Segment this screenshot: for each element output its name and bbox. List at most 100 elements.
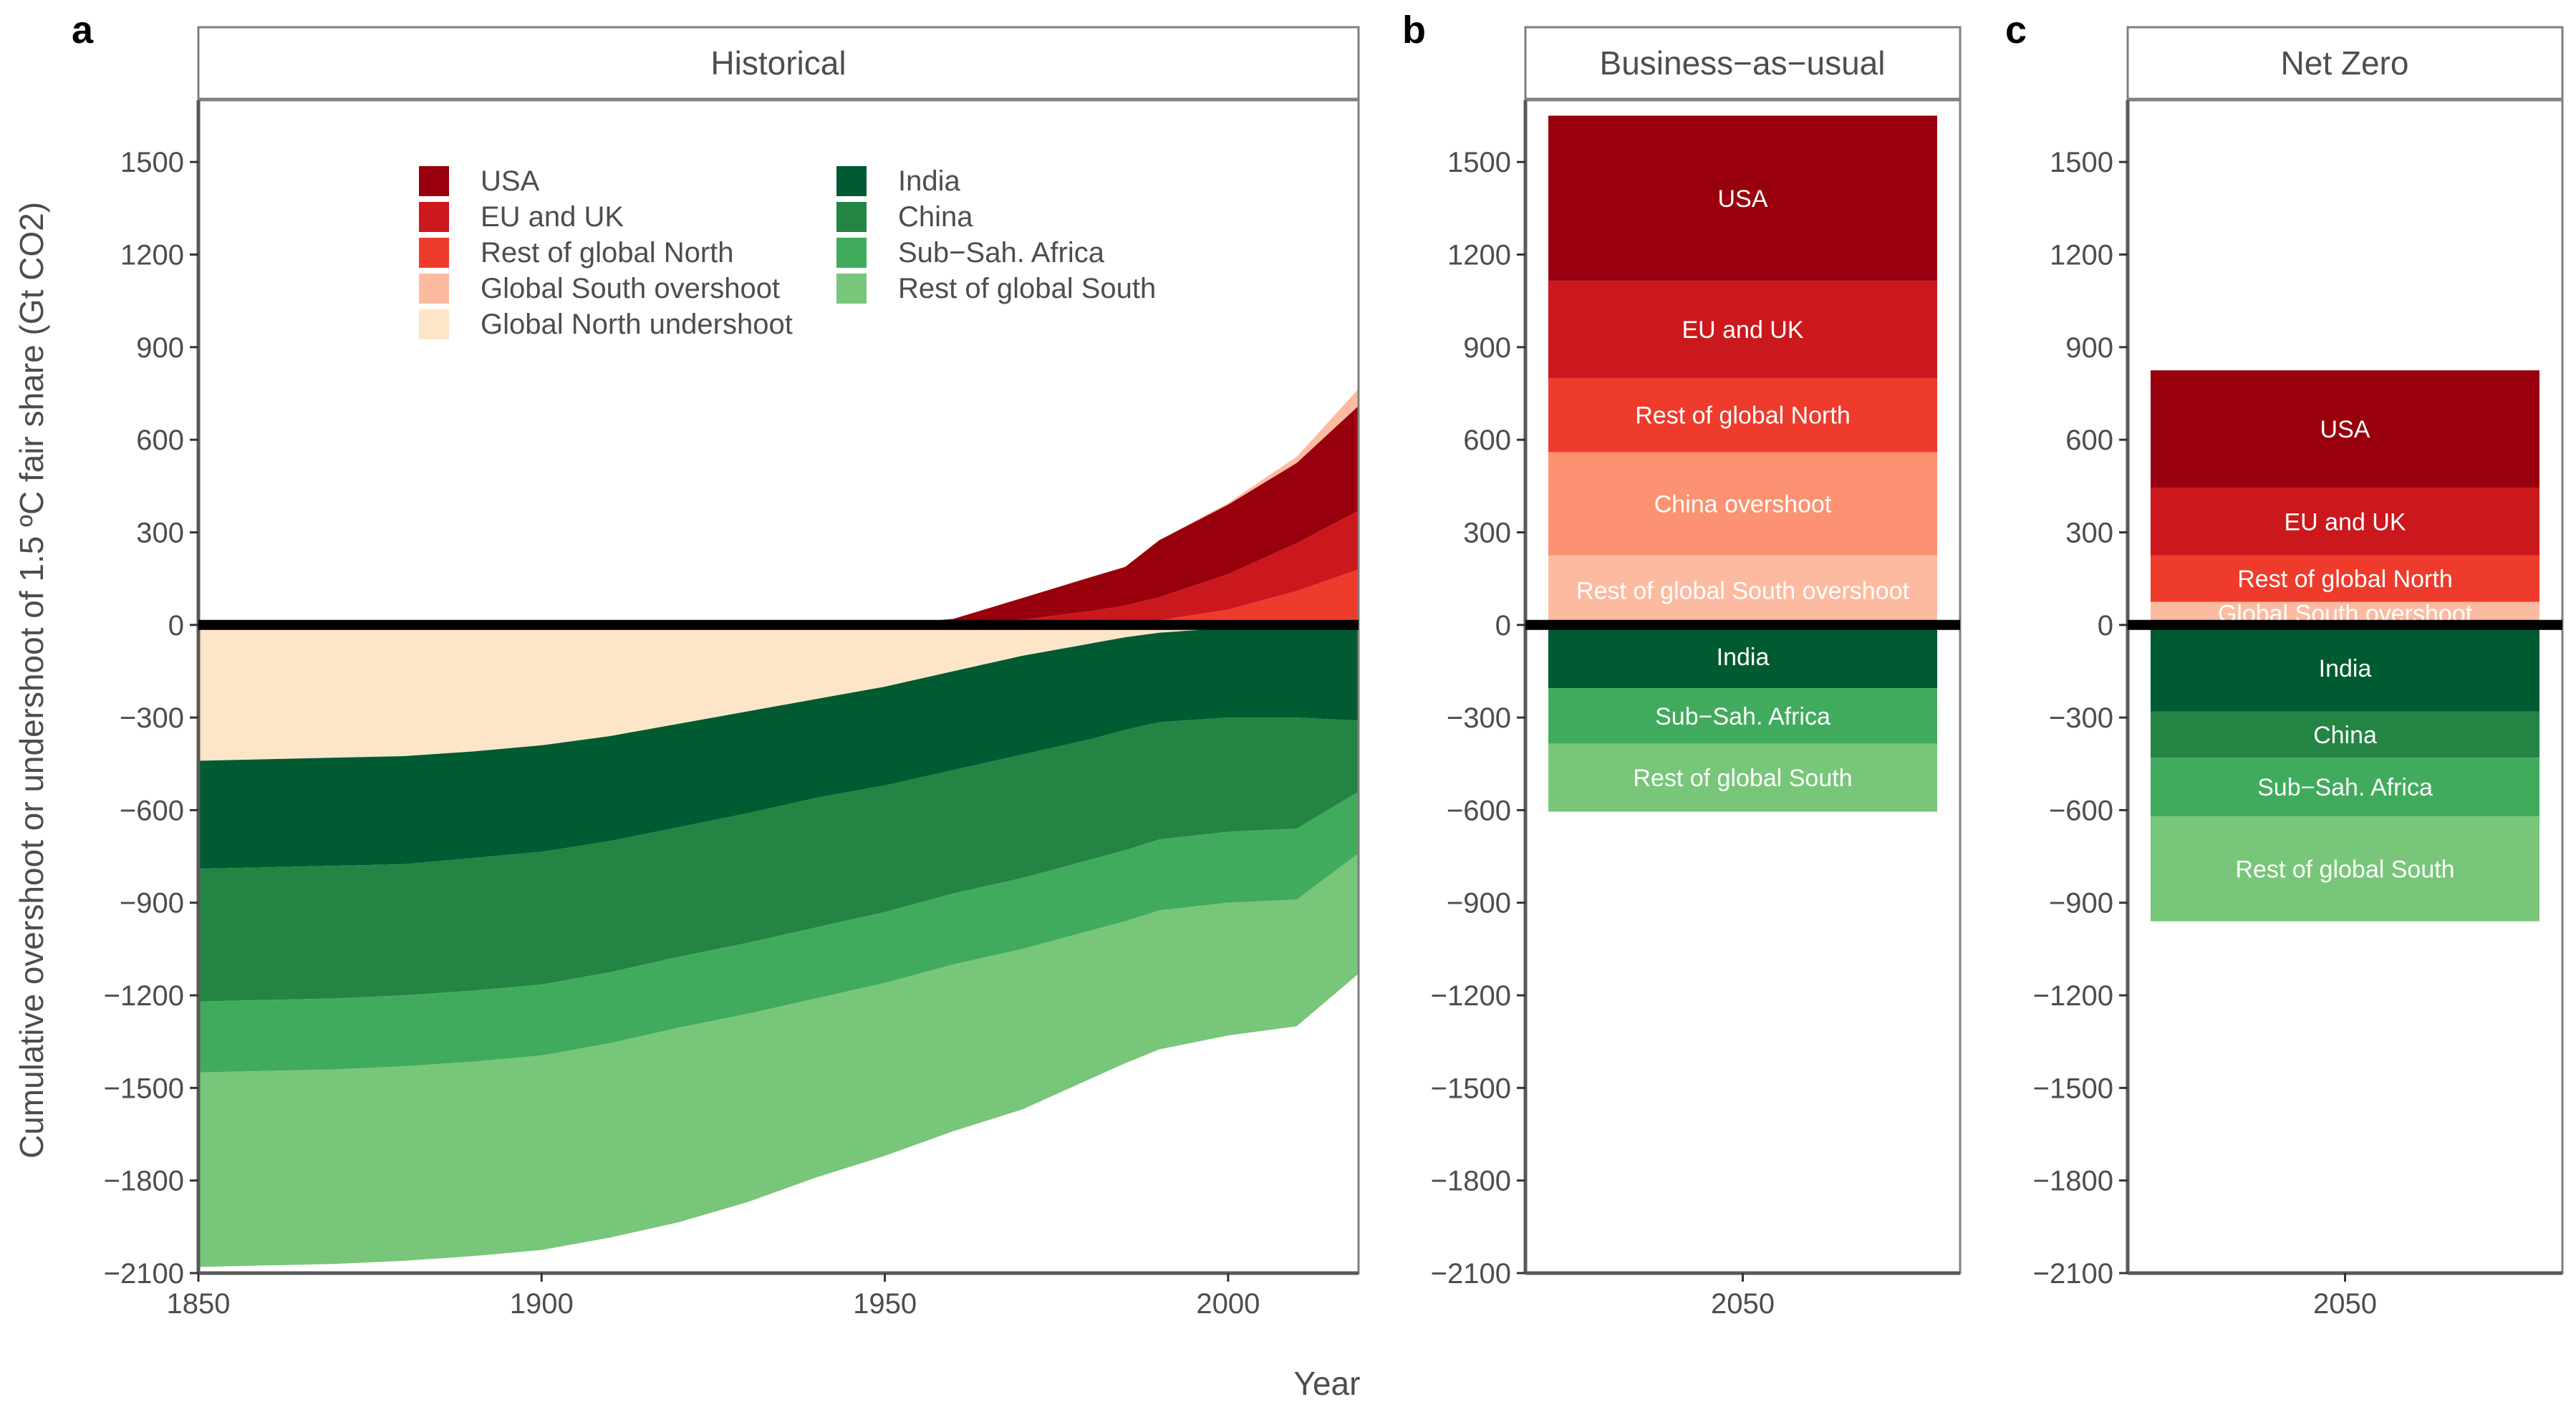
panel-b-bar-india: [1548, 624, 1937, 689]
panel-b-y-tick-label: −1500: [1431, 1073, 1511, 1104]
panel-a-y-tick-label: 1500: [120, 147, 184, 178]
panel-b-bar-label-rest-of-global-south: Rest of global South: [1633, 765, 1852, 792]
panel-b-y-tick-label: 900: [1463, 332, 1511, 364]
area-china: [198, 717, 1359, 1002]
panel-c-y-tick-label: −900: [2049, 888, 2113, 919]
panel-b-bar-label-china-overshoot: China overshoot: [1654, 491, 1832, 518]
legend-swatch-rest-of-global-south: [836, 274, 867, 304]
panel-a-y-tick-label: 900: [136, 332, 184, 364]
panel-a-y-tick-label: 600: [136, 425, 184, 456]
panel-b-plot: Rest of global South overshoot China over…: [1431, 99, 1962, 1320]
panel-c-y-tick-label: −600: [2049, 795, 2113, 826]
panel-c-bar-rest-of-global-north: [2151, 555, 2539, 602]
panel-a-x-tick-label: 1950: [853, 1288, 917, 1320]
legend-label-global-north-undershoot: Global North undershoot: [481, 309, 793, 340]
panel-tag-a: a: [72, 9, 94, 52]
panel-c-bar-label-usa: USA: [2320, 416, 2370, 443]
panel-b-bar-eu-and-uk: [1548, 281, 1937, 378]
panel-tag-b: b: [1402, 9, 1426, 52]
panel-c-y-tick-label: −2100: [2033, 1258, 2113, 1290]
panel-c-y-tick-label: −1500: [2033, 1073, 2113, 1104]
panel-c-y-tick-label: 600: [2065, 425, 2113, 456]
panel-c-y-tick-label: −300: [2049, 702, 2113, 734]
panel-b-y-tick-label: −1200: [1431, 980, 1511, 1012]
area-rest-of-global-south: [198, 853, 1359, 1267]
panel-b-bar-label-rest-of-global-north: Rest of global North: [1635, 402, 1851, 430]
panel-c-y-tick-label: 1500: [2050, 147, 2113, 178]
panel-a-y-tick-label: −1500: [104, 1073, 184, 1104]
panel-c-title: Net Zero: [2281, 44, 2409, 82]
panel-a-y-tick-label: 0: [168, 610, 184, 642]
legend-swatch-india: [836, 166, 867, 196]
panel-b-bar-rest-of-global-south-overshoot: [1548, 555, 1937, 625]
panel-c-y-tick-label: −1200: [2033, 980, 2113, 1012]
x-axis-title: Year: [1294, 1365, 1361, 1402]
panel-b-y-tick-label: 600: [1463, 425, 1511, 456]
panel-b-x-tick-label: 2050: [1711, 1288, 1775, 1320]
panel-c-bar-sub-sah-africa: [2151, 758, 2539, 817]
panel-a-x-tick-label: 1900: [510, 1288, 574, 1320]
panel-c-bar-label-india: India: [2319, 655, 2372, 682]
panel-a-x-tick-label: 1850: [167, 1288, 231, 1320]
panel-a-title: Historical: [710, 44, 846, 82]
legend-label-sub-sah-africa: Sub−Sah. Africa: [898, 237, 1105, 269]
panel-c-bar-label-china: China: [2313, 722, 2377, 749]
panel-a-y-tick-label: 1200: [120, 240, 184, 271]
legend-label-china: China: [898, 201, 973, 233]
panel-c-bar-label-eu-and-uk: EU and UK: [2284, 508, 2406, 536]
y-axis-title: Cumulative overshoot or undershoot of 1.…: [13, 202, 50, 1159]
panel-c-bar-rest-of-global-south: [2151, 816, 2539, 922]
panel-b-y-tick-label: 1200: [1447, 240, 1511, 271]
legend-swatch-sub-sah-africa: [836, 238, 867, 268]
panel-b-y-tick-label: 0: [1495, 610, 1511, 642]
panel-b-bar-label-eu-and-uk: EU and UK: [1682, 316, 1803, 344]
panel-c-bar-china: [2151, 711, 2539, 758]
panel-b-strip: Business−as−usual: [1524, 26, 1962, 100]
panel-b-bar-china-overshoot: [1548, 452, 1937, 556]
area-india: [198, 624, 1359, 869]
panel-a-y-tick-label: −1800: [104, 1166, 184, 1197]
panel-b-bar-label-usa: USA: [1718, 185, 1768, 213]
panel-b-y-tick-label: 1500: [1447, 147, 1511, 178]
panel-b-bar-rest-of-global-north: [1548, 377, 1937, 453]
panel-b-bar-label-rest-of-global-south-overshoot: Rest of global South overshoot: [1576, 577, 1910, 604]
panel-c-bar-india: [2151, 624, 2539, 712]
legend-label-eu-and-uk: EU and UK: [481, 201, 624, 233]
panel-a-plot: 1500 1200 900 600 300 0 −300 −600 −900 −1200 −1500…: [104, 99, 1360, 1320]
legend-swatch-global-south-overshoot: [419, 274, 449, 304]
panel-c-bar-eu-and-uk: [2151, 487, 2539, 556]
panel-b-bar-label-sub-sah-africa: Sub−Sah. Africa: [1655, 703, 1830, 730]
legend-swatch-global-north-undershoot: [419, 309, 449, 339]
panel-b-y-tick-label: −300: [1447, 702, 1511, 734]
panel-b-title: Business−as−usual: [1600, 44, 1886, 82]
panel-c-y-tick-label: 300: [2065, 517, 2113, 548]
area-sub-sah-africa: [198, 791, 1359, 1073]
panel-a-y-tick-label: −1200: [104, 980, 184, 1012]
panel-b-bar-label-india: India: [1717, 644, 1770, 671]
panel-b-bar-sub-sah-africa: [1548, 688, 1937, 744]
panel-c-bar-label-sub-sah-africa: Sub−Sah. Africa: [2257, 774, 2433, 801]
panel-a-y-tick-label: −900: [120, 888, 184, 919]
legend-label-global-south-overshoot: Global South overshoot: [481, 273, 780, 304]
legend-swatch-rest-of-global-north: [419, 238, 449, 268]
panel-c-x-tick-label: 2050: [2313, 1288, 2377, 1320]
panel-b-y-tick-label: −900: [1447, 888, 1511, 919]
panel-a-x-tick-label: 2000: [1196, 1288, 1260, 1320]
panel-c-bar-usa: [2151, 370, 2539, 488]
panel-a-strip: Historical: [197, 26, 1360, 100]
legend-swatch-usa: [419, 166, 449, 196]
panel-b-bar-usa: [1548, 115, 1937, 281]
panel-c-bar-label-rest-of-global-south: Rest of global South: [2235, 856, 2454, 883]
panel-c-y-tick-label: 0: [2098, 610, 2113, 642]
legend-label-india: India: [898, 165, 960, 197]
legend-label-rest-of-global-south: Rest of global South: [898, 273, 1156, 304]
legend-swatch-eu-and-uk: [419, 202, 449, 232]
panel-c-y-tick-label: −1800: [2033, 1166, 2113, 1197]
panel-a-y-tick-label: −300: [120, 702, 184, 734]
panel-a-y-tick-label: −600: [120, 795, 184, 826]
panel-b-y-tick-label: −2100: [1431, 1258, 1511, 1290]
panel-a-y-tick-label: 300: [136, 517, 184, 548]
area-global-north-undershoot: [198, 624, 1359, 761]
panel-b-y-tick-label: −600: [1447, 795, 1511, 826]
